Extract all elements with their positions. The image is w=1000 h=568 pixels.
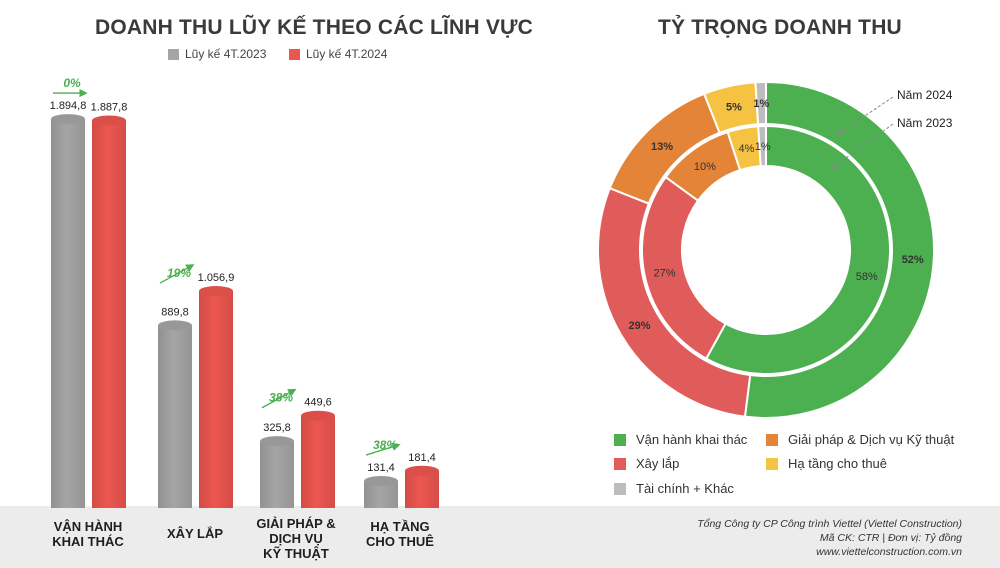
donut-label-1-3: 4% [739,143,755,155]
growth-arrow-2 [261,388,297,409]
donut-legend-item-3: Hạ tầng cho thuê [766,456,887,471]
bar-value-label-0-0: 1.894,8 [50,100,87,112]
growth-label-3: 38% [373,438,397,452]
bar-cap-3-1 [405,465,439,476]
bar-value-label-3-1: 181,4 [408,452,436,464]
donut-slice-0-4 [754,80,767,126]
growth-label-2: 38% [269,391,293,405]
donut-label-0-0: 52% [902,254,924,266]
footer-band [0,506,1000,568]
donut-slice-1-0 [704,124,891,375]
category-label-line: XÂY LẮP [166,526,224,541]
donut-label-1-1: 27% [653,268,675,280]
donut-legend-label-0: Vận hành khai thác [636,432,748,447]
legend-label-2023: Lũy kế 4T.2023 [185,47,267,61]
bar-value-label-1-1: 1.056,9 [198,272,235,284]
donut-legend-label-2: Giải pháp & Dịch vụ Kỹ thuật [788,432,955,447]
bar-value-label-2-0: 325,8 [263,422,291,434]
category-label-1: XÂY LẮP [140,526,250,541]
bar-value-label-0-1: 1.887,8 [91,102,128,114]
donut-chart-title: TỶ TRỌNG DOANH THU [658,16,902,39]
donut-legend-item-2: Giải pháp & Dịch vụ Kỹ thuật [766,432,954,447]
category-label-line: KHAI THÁC [52,534,124,549]
category-label-2: GIẢI PHÁP & DỊCH VỤ KỸ THUẬT [241,516,351,561]
donut-label-0-1: 29% [628,320,650,332]
category-label-3: HẠ TẦNG CHO THUÊ [345,519,455,549]
series-annotation-2024: Năm 2024 [897,88,953,102]
bar-3-1 [405,470,439,508]
growth-arrow-3 [365,442,401,456]
donut-label-0-4: 1% [753,98,769,110]
bar-2-1 [301,415,335,508]
growth-label-1: 19% [167,266,191,280]
series-annotation-2023: Năm 2023 [897,116,953,130]
donut-slice-0-0 [743,80,935,419]
footer-website: www.viettelconstruction.com.vn [816,546,962,558]
donut-legend-swatch-2 [766,433,778,446]
growth-label-0: 0% [63,76,81,90]
legend-swatch-2023 [168,48,179,60]
category-label-line: DỊCH VỤ [269,531,323,546]
bar-value-label-2-1: 449,6 [304,397,332,409]
legend-item-2024: Lũy kế 4T.2024 [289,47,387,61]
bar-cap-2-0 [260,436,294,447]
donut-legend-item-4: Tài chính + Khác [614,481,734,496]
category-label-line: VẬN HÀNH [53,519,123,534]
donut-legend-item-0: Vận hành khai thác [614,432,747,447]
donut-legend-swatch-0 [614,433,626,446]
category-label-line: KỸ THUẬT [263,546,329,561]
donut-legend-swatch-4 [614,482,626,495]
bar-cap-1-0 [158,320,192,331]
category-label-line: HẠ TẦNG [370,519,430,534]
donut-label-1-4: 1% [755,141,771,153]
donut-legend-label-4: Tài chính + Khác [636,481,734,496]
bar-1-1 [199,291,233,508]
donut-label-0-3: 5% [726,102,742,114]
footer-code: Mã CK: CTR | Đơn vị: Tỷ đồng [819,532,962,544]
category-label-line: GIẢI PHÁP & [256,516,336,531]
donut-legend-item-1: Xây lắp [614,456,679,471]
bar-value-label-1-0: 889,8 [161,306,189,318]
bar-chart-title: DOANH THU LŨY KẾ THEO CÁC LĨNH VỰC [95,16,534,39]
footer-company: Tổng Công ty CP Công trình Viettel (Viet… [697,518,962,530]
bar-cap-0-0 [51,114,85,125]
legend-item-2023: Lũy kế 4T.2023 [168,47,266,61]
bar-cap-1-1 [199,286,233,297]
bar-cap-0-1 [92,115,126,126]
donut-label-0-2: 13% [651,141,673,153]
bar-cap-2-1 [301,410,335,421]
bar-0-0 [51,119,85,508]
bar-0-1 [92,120,126,508]
donut-legend-label-3: Hạ tầng cho thuê [788,456,888,471]
bar-value-label-3-0: 131,4 [367,462,395,474]
donut-label-1-2: 10% [694,161,716,173]
donut-label-1-0: 58% [856,271,878,283]
bar-2-0 [260,441,294,508]
bar-cap-3-0 [364,476,398,487]
legend-label-2024: Lũy kế 4T.2024 [306,47,388,61]
donut-legend-swatch-1 [614,457,626,470]
annotation-arrow-2024 [837,96,894,135]
category-label-line: CHO THUÊ [366,534,434,549]
donut-slice-1-4 [757,124,767,168]
annotation-arrow-2023 [831,123,894,169]
donut-legend-label-1: Xây lắp [636,456,680,471]
category-label-0: VẬN HÀNH KHAI THÁC [33,519,143,549]
legend-swatch-2024 [289,48,300,60]
donut-legend-swatch-3 [766,457,778,470]
growth-arrow-1 [159,264,195,284]
bar-1-0 [158,325,192,508]
